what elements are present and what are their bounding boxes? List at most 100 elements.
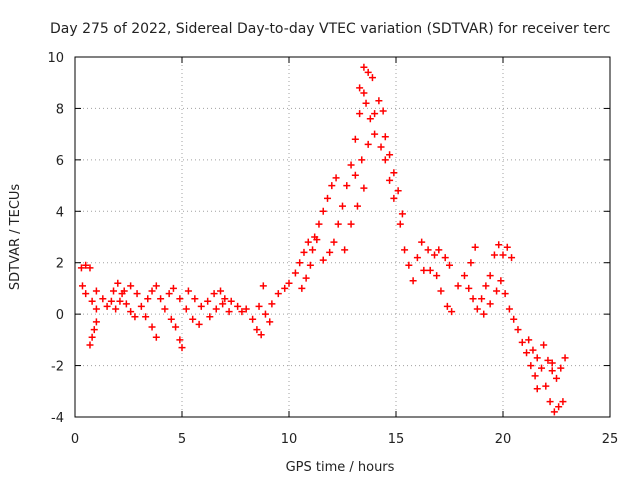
data-point: [364, 68, 372, 76]
data-point: [77, 264, 85, 272]
data-point: [90, 326, 98, 334]
data-point: [362, 99, 370, 107]
data-point: [424, 246, 432, 254]
data-point: [157, 295, 165, 303]
data-point: [144, 295, 152, 303]
data-point: [225, 308, 233, 316]
data-point: [371, 110, 379, 118]
data-point: [112, 305, 120, 313]
data-point: [559, 398, 567, 406]
data-point: [394, 187, 402, 195]
data-point: [92, 305, 100, 313]
data-point: [441, 254, 449, 262]
data-point: [184, 287, 192, 295]
data-point: [501, 290, 509, 298]
y-tick-label: 4: [56, 205, 64, 220]
data-point: [561, 354, 569, 362]
data-point: [291, 269, 299, 277]
data-point: [353, 202, 361, 210]
data-point: [116, 297, 124, 305]
data-point: [268, 300, 276, 308]
data-point: [386, 176, 394, 184]
data-point: [261, 310, 269, 318]
data-point: [274, 290, 282, 298]
data-point: [351, 171, 359, 179]
data-point: [364, 140, 372, 148]
data-point: [309, 246, 317, 254]
data-point: [518, 338, 526, 346]
data-point: [249, 315, 257, 323]
data-point: [167, 315, 175, 323]
data-point: [525, 336, 533, 344]
data-point: [471, 243, 479, 251]
data-point: [330, 238, 338, 246]
data-point: [302, 274, 310, 282]
data-point: [234, 302, 242, 310]
data-point: [448, 308, 456, 316]
data-point: [306, 261, 314, 269]
data-point: [120, 287, 128, 295]
data-point: [542, 382, 550, 390]
data-point: [122, 300, 130, 308]
data-point: [420, 266, 428, 274]
data-point: [418, 238, 426, 246]
x-tick-label: 10: [281, 432, 298, 447]
data-point: [326, 248, 334, 256]
data-point: [548, 367, 556, 375]
data-point: [375, 97, 383, 105]
data-point: [133, 290, 141, 298]
data-point: [204, 297, 212, 305]
data-point: [523, 349, 531, 357]
data-point: [555, 403, 563, 411]
data-point: [478, 295, 486, 303]
data-point: [298, 284, 306, 292]
x-tick-label: 5: [178, 432, 186, 447]
data-point: [546, 398, 554, 406]
data-point: [341, 246, 349, 254]
data-point: [257, 331, 265, 339]
data-point: [221, 295, 229, 303]
data-point: [152, 282, 160, 290]
data-point: [300, 248, 308, 256]
chart-title: Day 275 of 2022, Sidereal Day-to-day VTE…: [50, 21, 610, 37]
data-point: [172, 323, 180, 331]
data-point: [413, 254, 421, 262]
data-point: [142, 313, 150, 321]
data-point: [377, 143, 385, 151]
data-point: [396, 220, 404, 228]
data-point: [255, 302, 263, 310]
data-point: [343, 182, 351, 190]
data-point: [259, 282, 267, 290]
data-point: [176, 295, 184, 303]
data-point: [390, 194, 398, 202]
data-point: [197, 302, 205, 310]
data-point: [169, 284, 177, 292]
data-point: [219, 300, 227, 308]
data-point: [242, 305, 250, 313]
data-point: [371, 130, 379, 138]
y-tick-label: 2: [56, 257, 64, 272]
data-point: [82, 261, 90, 269]
data-point: [358, 156, 366, 164]
data-point: [161, 305, 169, 313]
data-point: [544, 356, 552, 364]
data-point: [529, 346, 537, 354]
data-point: [538, 364, 546, 372]
data-point: [465, 284, 473, 292]
data-point: [386, 151, 394, 159]
data-point: [351, 135, 359, 143]
data-point: [437, 287, 445, 295]
data-point: [405, 261, 413, 269]
data-point: [360, 184, 368, 192]
data-point: [356, 84, 364, 92]
data-point: [332, 174, 340, 182]
data-point: [533, 385, 541, 393]
data-point: [131, 313, 139, 321]
data-point: [368, 74, 376, 82]
y-tick-label: -4: [51, 411, 64, 426]
data-point: [473, 305, 481, 313]
data-point: [347, 161, 355, 169]
data-point: [480, 310, 488, 318]
data-point: [467, 259, 475, 267]
x-tick-label: 20: [495, 432, 512, 447]
